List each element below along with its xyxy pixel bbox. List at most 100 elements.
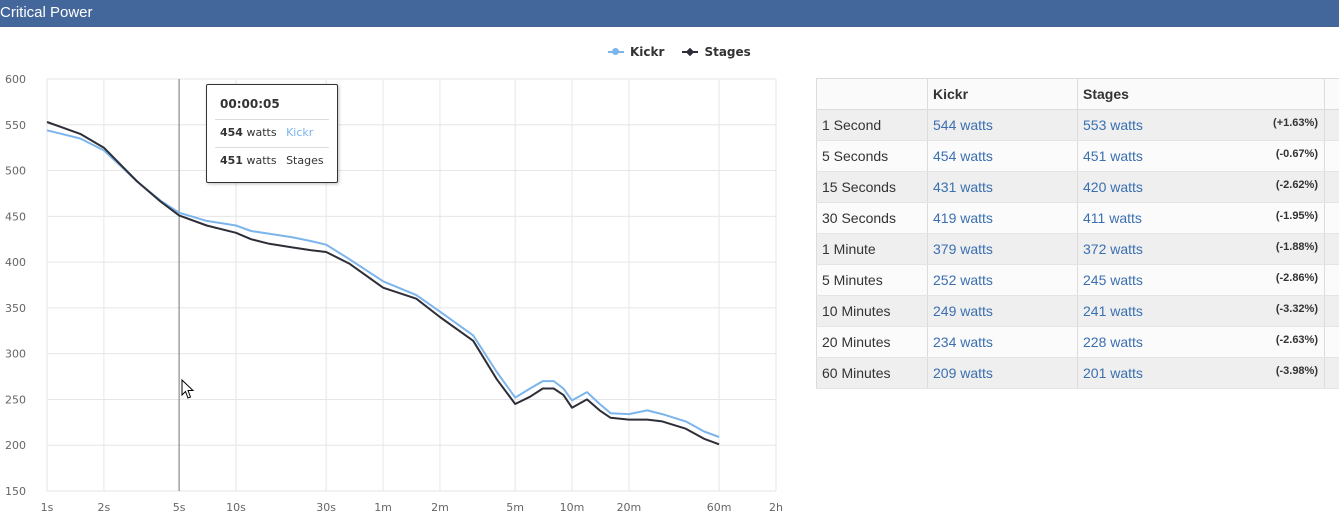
diff-percent: (-1.88%) xyxy=(1275,241,1318,253)
x-tick-label: 5s xyxy=(173,501,186,514)
table-row: 1 Minute 379 watts 372 watts (-1.88%) xyxy=(816,233,1339,265)
mouse-pointer-icon xyxy=(181,379,195,399)
series-line-stages xyxy=(46,121,720,446)
duration-label: 15 Seconds xyxy=(816,171,928,203)
duration-label: 60 Minutes xyxy=(816,357,928,389)
x-tick-label: 1s xyxy=(41,501,54,514)
circle-icon xyxy=(608,47,624,57)
legend-item-kickr[interactable]: Kickr xyxy=(608,45,664,59)
kickr-value-link[interactable]: 454 watts xyxy=(933,148,993,164)
table-row: 15 Seconds 431 watts 420 watts (-2.62%) xyxy=(816,171,1339,203)
table-row: 30 Seconds 419 watts 411 watts (-1.95%) xyxy=(816,202,1339,234)
row-spacer xyxy=(1324,357,1339,389)
legend-item-stages[interactable]: Stages xyxy=(682,45,751,59)
tooltip-kickr-series: Kickr xyxy=(286,126,314,139)
y-tick-label: 300 xyxy=(5,348,26,361)
x-tick-label: 2s xyxy=(98,501,111,514)
legend-label-kickr: Kickr xyxy=(630,45,665,59)
stages-value-link[interactable]: 245 watts xyxy=(1083,272,1143,288)
x-tick-label: 10m xyxy=(560,501,585,514)
critical-power-table: Kickr Stages 1 Second 544 watts 553 watts (… xyxy=(816,78,1339,389)
duration-label: 5 Seconds xyxy=(816,140,928,172)
y-tick-label: 550 xyxy=(5,119,26,132)
stages-value-link[interactable]: 201 watts xyxy=(1083,365,1143,381)
x-tick-label: 1m xyxy=(374,501,392,514)
diff-percent: (-2.86%) xyxy=(1275,272,1318,284)
tooltip-row-kickr: 454 watts Kickr xyxy=(220,126,313,139)
row-spacer xyxy=(1324,295,1339,327)
y-tick-label: 400 xyxy=(5,256,26,269)
y-tick-label: 250 xyxy=(5,393,26,406)
table-header-duration xyxy=(816,78,928,110)
tooltip-kickr-value: 454 xyxy=(220,126,243,139)
tooltip-divider xyxy=(215,147,329,148)
kickr-value-link[interactable]: 234 watts xyxy=(933,334,993,350)
x-tick-label: 2m xyxy=(431,501,449,514)
diff-percent: (-3.32%) xyxy=(1275,303,1318,315)
x-tick-label: 30s xyxy=(316,501,336,514)
stages-value-link[interactable]: 241 watts xyxy=(1083,303,1143,319)
table-row: 20 Minutes 234 watts 228 watts (-2.63%) xyxy=(816,326,1339,358)
y-tick-label: 500 xyxy=(5,165,26,178)
kickr-value-link[interactable]: 544 watts xyxy=(933,117,993,133)
diff-percent: (+1.63%) xyxy=(1273,117,1318,129)
diff-percent: (-0.67%) xyxy=(1275,148,1318,160)
diff-percent: (-1.95%) xyxy=(1275,210,1318,222)
diff-percent: (-2.62%) xyxy=(1275,179,1318,191)
kickr-value-link[interactable]: 419 watts xyxy=(933,210,993,226)
duration-label: 20 Minutes xyxy=(816,326,928,358)
table-header-row: Kickr Stages xyxy=(816,78,1339,110)
table-header-stages[interactable]: Stages xyxy=(1077,78,1325,110)
tooltip-kickr-unit: watts xyxy=(246,126,277,139)
row-spacer xyxy=(1324,233,1339,265)
legend-label-stages: Stages xyxy=(704,45,751,59)
row-spacer xyxy=(1324,202,1339,234)
duration-label: 5 Minutes xyxy=(816,264,928,296)
kickr-value-link[interactable]: 209 watts xyxy=(933,365,993,381)
kickr-value-link[interactable]: 379 watts xyxy=(933,241,993,257)
table-header-spacer xyxy=(1324,78,1339,110)
chart-tooltip: 00:00:05 454 watts Kickr 451 watts Stage… xyxy=(206,84,338,183)
table-header-kickr[interactable]: Kickr xyxy=(927,78,1078,110)
table-row: 5 Minutes 252 watts 245 watts (-2.86%) xyxy=(816,264,1339,296)
y-tick-label: 350 xyxy=(5,302,26,315)
stages-value-link[interactable]: 228 watts xyxy=(1083,334,1143,350)
y-tick-label: 200 xyxy=(5,439,26,452)
critical-power-chart[interactable]: 600 550 500 450 400 350 300 250 200 150 1s 2s 5s 10s 3… xyxy=(0,60,800,518)
chart-legend: Kickr Stages xyxy=(608,44,751,60)
x-tick-label: 10s xyxy=(226,501,246,514)
stages-value-link[interactable]: 451 watts xyxy=(1083,148,1143,164)
y-tick-label: 600 xyxy=(5,73,26,86)
x-tick-label: 60m xyxy=(707,501,732,514)
tooltip-divider xyxy=(215,119,329,120)
tooltip-stages-value: 451 xyxy=(220,154,243,167)
duration-label: 30 Seconds xyxy=(816,202,928,234)
tooltip-time: 00:00:05 xyxy=(220,97,280,111)
stages-value-link[interactable]: 372 watts xyxy=(1083,241,1143,257)
tooltip-stages-series: Stages xyxy=(286,154,324,167)
stages-value-link[interactable]: 420 watts xyxy=(1083,179,1143,195)
x-tick-label: 5m xyxy=(506,501,524,514)
x-tick-label: 20m xyxy=(617,501,642,514)
kickr-value-link[interactable]: 431 watts xyxy=(933,179,993,195)
y-tick-label: 450 xyxy=(5,210,26,223)
row-spacer xyxy=(1324,326,1339,358)
duration-label: 10 Minutes xyxy=(816,295,928,327)
kickr-value-link[interactable]: 252 watts xyxy=(933,272,993,288)
stages-value-link[interactable]: 411 watts xyxy=(1083,210,1142,226)
tooltip-stages-unit: watts xyxy=(246,154,277,167)
tooltip-row-stages: 451 watts Stages xyxy=(220,154,324,167)
table-row: 10 Minutes 249 watts 241 watts (-3.32%) xyxy=(816,295,1339,327)
diff-percent: (-3.98%) xyxy=(1275,365,1318,377)
table-row: 60 Minutes 209 watts 201 watts (-3.98%) xyxy=(816,357,1339,389)
kickr-value-link[interactable]: 249 watts xyxy=(933,303,993,319)
y-tick-label: 150 xyxy=(5,485,26,498)
row-spacer xyxy=(1324,171,1339,203)
table-row: 1 Second 544 watts 553 watts (+1.63%) xyxy=(816,109,1339,141)
row-spacer xyxy=(1324,109,1339,141)
stages-value-link[interactable]: 553 watts xyxy=(1083,117,1143,133)
duration-label: 1 Minute xyxy=(816,233,928,265)
diff-percent: (-2.63%) xyxy=(1275,334,1318,346)
diamond-icon xyxy=(682,47,699,57)
row-spacer xyxy=(1324,264,1339,296)
